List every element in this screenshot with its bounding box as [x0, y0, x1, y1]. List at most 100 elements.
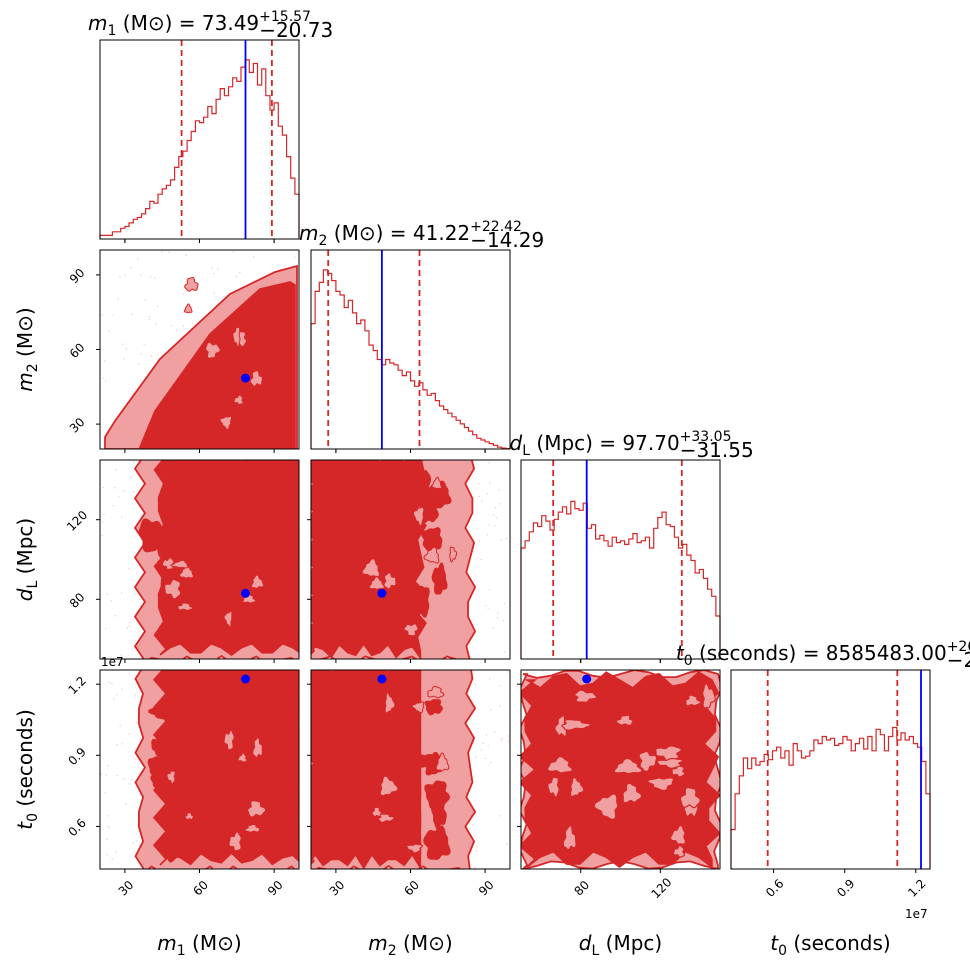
contour-island [157, 625, 188, 641]
contour-hole [431, 476, 442, 490]
contour-island [160, 829, 179, 863]
scatter-point [130, 266, 132, 269]
contour-hole [679, 786, 702, 809]
x-tick-label-t0: 0.6 [763, 876, 786, 899]
scatter-point [140, 353, 142, 355]
contour-hole [242, 593, 257, 604]
contour-hole [622, 782, 643, 804]
contour-hole [435, 752, 450, 772]
contour-inner [139, 281, 296, 449]
contour-hole [569, 776, 585, 798]
contour-island [414, 469, 432, 502]
contour-hole [184, 276, 199, 292]
scatter-point [102, 377, 105, 379]
contour-island [418, 753, 437, 768]
scatter-point [134, 593, 136, 595]
contour-hole [574, 689, 598, 703]
y-sci-multiplier: 1e7 [101, 655, 124, 669]
panel-title-t0: t0 (seconds) = 8585483.00+261 [676, 639, 970, 669]
scatter-point [121, 688, 123, 690]
scatter-point [157, 305, 159, 308]
x-tick-label-m2: 90 [476, 878, 497, 899]
contour-hole [701, 682, 716, 709]
x-tick-label-m2: 60 [401, 878, 422, 899]
scatter-point [122, 778, 125, 780]
panel-frame [730, 669, 931, 870]
truth-point [241, 588, 250, 598]
scatter-point [107, 765, 109, 767]
scatter-point [126, 627, 128, 629]
scatter-point [181, 335, 183, 337]
scatter-point [148, 315, 151, 318]
scatter-point [130, 778, 133, 781]
contour-hole [244, 823, 261, 833]
x-tick-label-t0: 0.9 [834, 876, 857, 899]
scatter-point [119, 725, 121, 727]
text-layer: m1 (M⊙) = 73.49+15.57−20.73 m2 (M⊙) = 41.… [13, 9, 970, 959]
y-tick-label-m2: 60 [67, 340, 88, 361]
scatter-point [104, 360, 106, 362]
scatter-point [107, 815, 109, 817]
contour-hole [361, 557, 381, 578]
truth-point [377, 674, 387, 684]
panel-2d-m1-dL [101, 460, 299, 659]
scatter-point [136, 572, 138, 575]
scatter-point [102, 487, 104, 489]
scatter-point [134, 674, 136, 676]
contour-hole [613, 757, 643, 775]
scatter-point [137, 258, 139, 260]
scatter-point [168, 251, 170, 253]
scatter-point [192, 322, 194, 324]
scatter-point [123, 358, 125, 360]
scatter-point [485, 605, 487, 607]
contour-hole [368, 576, 385, 590]
contour-hole [183, 303, 193, 314]
scatter-point [235, 275, 238, 278]
scatter-point [115, 851, 117, 853]
scatter-point [504, 651, 506, 653]
panel-frame [310, 249, 511, 450]
contour-island [147, 756, 166, 782]
scatter-point [715, 714, 717, 716]
panel-title-m2: m2 (M⊙) = 41.22+22.42 [299, 219, 522, 249]
contour-hole [177, 602, 194, 611]
scatter-point [485, 734, 488, 736]
y-tick-label-m2: 90 [67, 266, 88, 287]
scatter-point [135, 840, 138, 842]
scatter-point [128, 733, 130, 735]
contour-hole [233, 394, 244, 405]
contour-hole [656, 757, 684, 769]
contour-hole [247, 800, 267, 818]
contour-island [160, 483, 186, 516]
scatter-point [157, 354, 159, 356]
scatter-point [484, 757, 487, 759]
scatter-point [504, 602, 506, 605]
scatter-point [492, 627, 495, 629]
scatter-point [112, 505, 114, 507]
contour-hole [379, 775, 399, 797]
scatter-point [120, 592, 123, 594]
scatter-point [129, 621, 131, 623]
scatter-point [176, 329, 178, 331]
contour-hole [237, 752, 248, 763]
scatter-point [143, 343, 145, 345]
scatter-point [505, 537, 507, 540]
x-tick-label-dL: 80 [572, 878, 593, 899]
x-tick-label-dL: 120 [648, 875, 674, 901]
scatter-point [495, 516, 497, 519]
scatter-point [506, 843, 508, 845]
contour-hole [562, 824, 577, 851]
contour-hole [561, 718, 593, 731]
histograms [99, 40, 931, 869]
contour-hole [204, 341, 221, 359]
scatter-point [501, 737, 503, 739]
scatter-point [502, 619, 505, 622]
contour-island [413, 585, 430, 618]
x-sci-multiplier: 1e7 [905, 907, 928, 921]
contour-island [148, 704, 178, 721]
scatter-point [105, 627, 107, 630]
scatter-point [498, 503, 501, 505]
scatter-point [110, 600, 112, 602]
scatter-point [135, 722, 138, 724]
scatter-point [480, 749, 482, 751]
